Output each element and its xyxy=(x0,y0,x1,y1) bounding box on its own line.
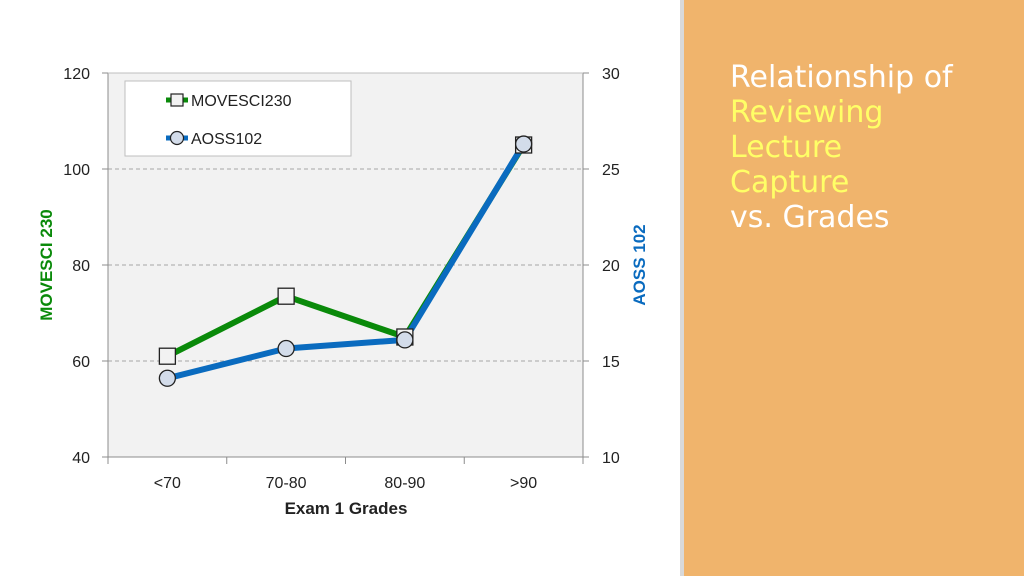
movesci230-point xyxy=(158,347,177,365)
movesci230-point xyxy=(277,287,295,305)
x-tick-label: 80-90 xyxy=(384,475,425,492)
legend: MOVESCI230 AOSS102 xyxy=(124,80,352,157)
chart-area: 40 60 80 100 120 10 15 20 25 30 <70 70-80 80-90 >90 M… xyxy=(37,66,649,518)
left-tick-label: 40 xyxy=(72,450,90,467)
x-axis-title: Exam 1 Grades xyxy=(285,499,408,518)
title-line-3: Lecture xyxy=(730,130,843,165)
x-tick-label: >90 xyxy=(510,475,537,492)
x-tick-label: <70 xyxy=(154,475,181,492)
line-chart: 40 60 80 100 120 10 15 20 25 30 <70 70-80 80-90 >90 M… xyxy=(37,66,649,518)
left-tick-label: 120 xyxy=(63,66,90,83)
x-tick-label: 70-80 xyxy=(266,475,307,492)
title-line-5: vs. Grades xyxy=(730,200,890,235)
title-line-1: Relationship of xyxy=(730,60,953,95)
aoss102-point xyxy=(158,369,177,387)
title-line-4: Capture xyxy=(730,165,850,200)
aoss102-point xyxy=(277,339,295,358)
legend-aoss-marker xyxy=(169,130,185,146)
aoss102-line xyxy=(166,142,527,382)
aoss102-point xyxy=(396,331,414,349)
legend-box xyxy=(124,80,352,157)
legend-aoss-label: AOSS102 xyxy=(191,131,262,148)
aoss102-point xyxy=(514,135,533,153)
title-line-2: Reviewing xyxy=(730,95,884,130)
right-tick-label: 20 xyxy=(602,258,620,275)
right-tick-label: 25 xyxy=(602,162,620,179)
y-axis-title-right: AOSS 102 xyxy=(630,224,649,305)
title-panel: Relationship of Reviewing Lecture Captur… xyxy=(680,0,1024,576)
slide-title: Relationship of Reviewing Lecture Captur… xyxy=(730,60,1020,235)
right-tick-label: 30 xyxy=(602,66,620,83)
legend-movesci-label: MOVESCI230 xyxy=(191,93,292,110)
right-tick-label: 10 xyxy=(602,450,620,467)
left-tick-label: 100 xyxy=(63,162,90,179)
left-tick-label: 60 xyxy=(72,354,90,371)
y-axis-title-left: MOVESCI 230 xyxy=(37,209,56,321)
left-tick-label: 80 xyxy=(72,258,90,275)
right-tick-label: 15 xyxy=(602,354,620,371)
legend-movesci-marker xyxy=(170,93,184,107)
